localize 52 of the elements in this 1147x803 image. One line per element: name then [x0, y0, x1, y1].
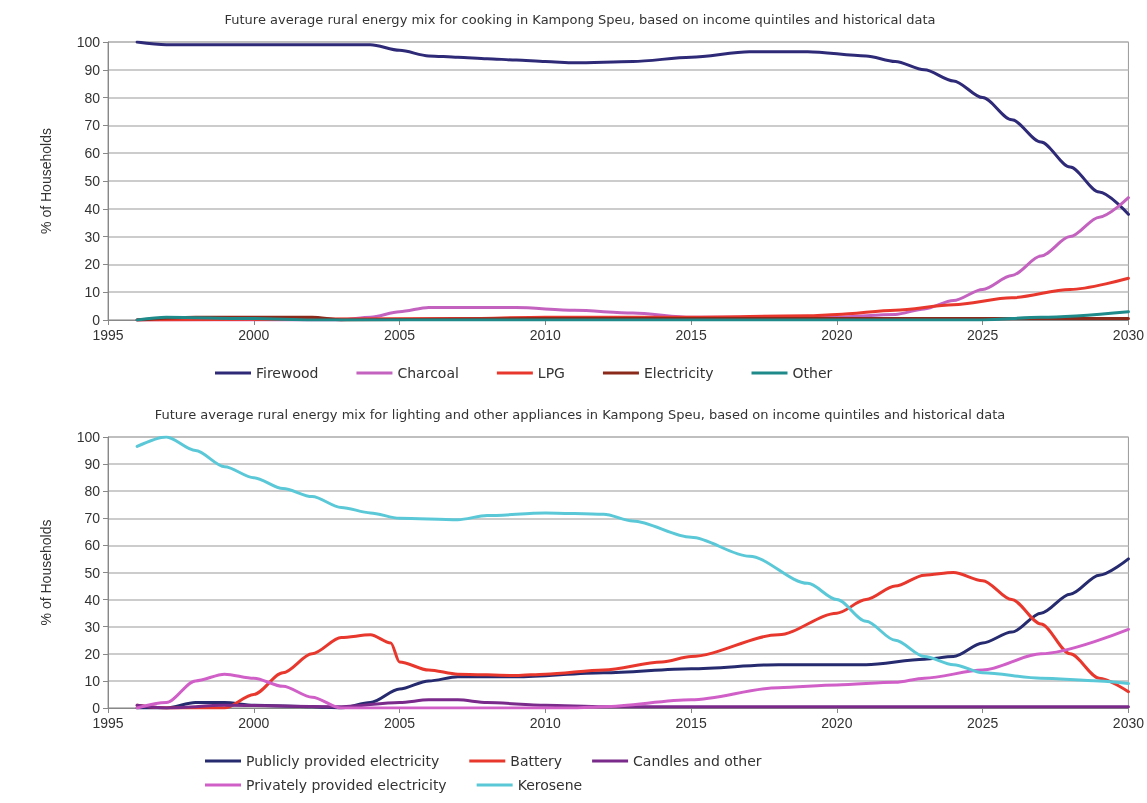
x-tick-label: 2030 — [1112, 715, 1145, 731]
x-tick-label: 1995 — [92, 715, 124, 731]
y-tick-label: 80 — [84, 483, 101, 500]
x-tick-label: 2020 — [821, 327, 853, 343]
y-tick-label: 30 — [84, 618, 101, 635]
x-tick-label: 2010 — [529, 715, 562, 731]
y-tick-label: 20 — [84, 645, 101, 662]
y-tick-label: 60 — [84, 145, 101, 162]
y-tick-label: 40 — [84, 591, 101, 608]
x-tick-label: 2005 — [383, 715, 416, 731]
x-tick-label: 2000 — [238, 327, 270, 343]
x-tick-label: 1995 — [92, 327, 124, 343]
y-tick-label: 40 — [84, 200, 101, 217]
y-tick-label: 90 — [84, 456, 101, 473]
legend-label: Electricity — [643, 365, 714, 381]
y-tick-label: 60 — [84, 537, 101, 554]
x-tick-label: 2025 — [967, 327, 999, 343]
y-tick-label: 0 — [92, 312, 101, 328]
x-tick-label: 2010 — [529, 327, 562, 343]
x-tick-label: 2015 — [675, 715, 707, 731]
legend-label: Firewood — [256, 365, 319, 381]
chart-title: Future average rural energy mix for cooking in Kampong Speu, based on income quintiles and historical data — [224, 12, 936, 27]
legend-label: Other — [792, 365, 833, 381]
y-axis-title: % of Households — [38, 128, 54, 234]
legend-label: Kerosene — [517, 777, 583, 793]
y-tick-label: 90 — [84, 61, 101, 78]
y-tick-label: 20 — [84, 256, 101, 273]
y-tick-label: 10 — [84, 672, 101, 689]
y-axis-title: % of Households — [38, 519, 54, 626]
y-tick-label: 100 — [76, 34, 101, 50]
x-tick-label: 2020 — [821, 715, 853, 731]
legend-label: Publicly provided electricity — [246, 753, 440, 769]
x-tick-label: 2025 — [967, 715, 999, 731]
y-tick-label: 70 — [84, 510, 101, 527]
y-tick-label: 30 — [84, 228, 101, 245]
chart-title: Future average rural energy mix for lighting and other appliances in Kampong Speu, based on income quintiles and historical data — [154, 407, 1006, 422]
x-tick-label: 2000 — [238, 715, 270, 731]
legend-label: LPG — [537, 365, 565, 381]
legend-label: Privately provided electricity — [246, 777, 447, 793]
legend-label: Charcoal — [397, 365, 459, 381]
y-tick-label: 10 — [84, 284, 101, 301]
y-tick-label: 0 — [92, 700, 101, 716]
x-tick-label: 2030 — [1112, 327, 1145, 343]
y-tick-label: 50 — [84, 564, 101, 581]
y-tick-label: 100 — [76, 429, 101, 445]
y-tick-label: 70 — [84, 117, 101, 134]
legend-label: Candles and other — [633, 753, 762, 769]
y-tick-label: 80 — [84, 89, 101, 106]
y-tick-label: 50 — [84, 173, 101, 189]
x-tick-label: 2005 — [383, 327, 416, 343]
x-tick-label: 2015 — [675, 327, 707, 343]
legend-label: Battery — [510, 753, 563, 769]
